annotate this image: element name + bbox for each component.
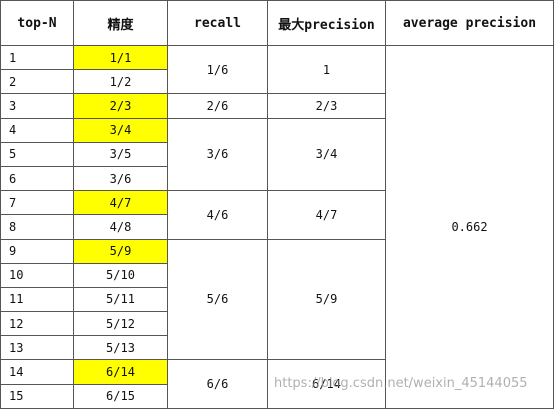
max-precision-cell: 2/3 <box>267 93 386 119</box>
header-cell: 精度 <box>73 0 168 46</box>
top-n-cell: 5 <box>0 141 74 167</box>
top-n-cell: 11 <box>0 286 74 313</box>
top-n-cell: 12 <box>0 311 74 337</box>
header-row: top-N 精度 recall 最大precision average precisio… <box>0 0 554 46</box>
top-n-cell: 8 <box>0 214 74 240</box>
top-n-cell: 14 <box>0 359 74 385</box>
header-cell: top-N <box>0 0 74 46</box>
top-n-cell: 7 <box>0 190 74 216</box>
precision-cell: 1/2 <box>73 69 168 95</box>
table-row: 14 6/14 6/6 6/14 <box>0 359 554 409</box>
table-row: 3 2/3 2/6 2/3 <box>0 93 554 119</box>
table-row: 9 5/9 5/6 5/9 <box>0 238 554 361</box>
header-cell: 最大precision <box>267 0 386 46</box>
precision-cell: 5/13 <box>73 335 168 361</box>
precision-cell: 6/14 <box>73 359 168 385</box>
header-cell: recall <box>167 0 268 46</box>
max-precision-cell: 4/7 <box>267 190 386 240</box>
top-n-cell: 4 <box>0 117 74 143</box>
top-n-cell: 15 <box>0 383 74 409</box>
table-row: 5 3/5 <box>0 141 554 167</box>
precision-cell: 5/9 <box>73 238 168 264</box>
top-n-cell: 9 <box>0 238 74 264</box>
precision-cell: 4/8 <box>73 214 168 240</box>
table-row: 7 4/7 4/6 4/7 <box>0 190 554 240</box>
table-row: 6 3/6 <box>0 165 554 192</box>
watermark: https://blog.csdn.net/weixin_45144055 <box>274 376 528 391</box>
max-precision-cell: 1 <box>267 44 386 95</box>
table-row: 11 5/11 <box>0 286 554 313</box>
top-n-cell: 1 <box>0 44 74 71</box>
recall-cell: 2/6 <box>167 93 268 119</box>
max-precision-cell: 6/14 <box>267 359 386 409</box>
recall-cell: 4/6 <box>167 190 268 240</box>
precision-cell: 6/15 <box>73 383 168 409</box>
precision-cell: 3/4 <box>73 117 168 143</box>
precision-cell: 3/6 <box>73 165 168 192</box>
recall-cell: 1/6 <box>167 44 268 95</box>
recall-cell: 6/6 <box>167 359 268 409</box>
table-body: 1 1/1 1/6 1 0.662 2 1/2 3 2/3 2/6 2/3 4 3/4 3/6 3/4 5 3/… <box>0 44 554 409</box>
precision-cell: 5/11 <box>73 286 168 313</box>
top-n-cell: 13 <box>0 335 74 361</box>
precision-cell: 5/10 <box>73 262 168 288</box>
precision-cell: 1/1 <box>73 44 168 71</box>
top-n-cell: 2 <box>0 69 74 95</box>
top-n-cell: 3 <box>0 93 74 119</box>
precision-cell: 5/12 <box>73 311 168 337</box>
recall-cell: 5/6 <box>167 238 268 361</box>
max-precision-cell: 3/4 <box>267 117 386 192</box>
max-precision-cell: 5/9 <box>267 238 386 361</box>
precision-cell: 3/5 <box>73 141 168 167</box>
table-row: 4 3/4 3/6 3/4 <box>0 117 554 192</box>
table-row: 10 5/10 <box>0 262 554 288</box>
header-cell: average precision <box>385 0 554 46</box>
table-row: 8 4/8 <box>0 214 554 240</box>
precision-cell: 2/3 <box>73 93 168 119</box>
precision-cell: 4/7 <box>73 190 168 216</box>
recall-cell: 3/6 <box>167 117 268 192</box>
average-precision-cell: 0.662 <box>385 45 554 409</box>
table-row: 15 6/15 <box>0 383 554 409</box>
table-row: 1 1/1 1/6 1 0.662 <box>0 44 554 409</box>
top-n-cell: 10 <box>0 262 74 288</box>
table-row: 12 5/12 <box>0 311 554 337</box>
top-n-cell: 6 <box>0 165 74 192</box>
